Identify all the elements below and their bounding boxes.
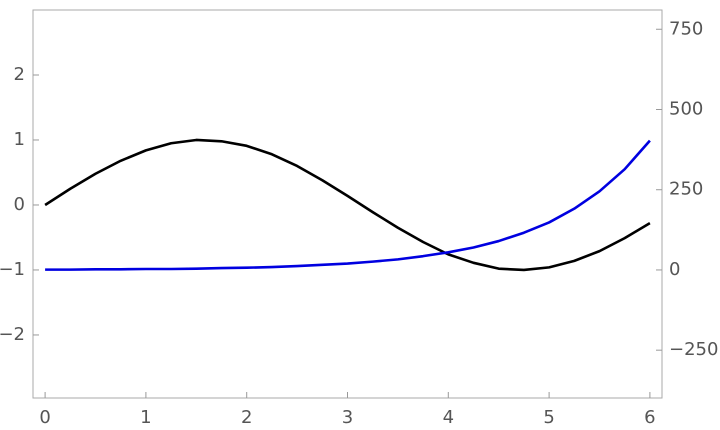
y-tick-label: 0 <box>14 194 25 215</box>
x-tick-label: 2 <box>241 407 252 428</box>
x-tick-label: 6 <box>644 407 655 428</box>
y-tick-label: −1 <box>0 259 25 280</box>
line-series <box>44 138 651 272</box>
y-tick-label: 2 <box>14 64 25 85</box>
x-tick-label: 1 <box>140 407 151 428</box>
x-tick-label: 0 <box>39 407 50 428</box>
y2-tick-label: 750 <box>669 18 703 39</box>
x-tick-label: 5 <box>543 407 554 428</box>
y2-tick-label: 500 <box>669 98 703 119</box>
y-tick-label: −2 <box>0 324 25 345</box>
line-series <box>45 139 651 271</box>
y2-tick-label: 250 <box>669 179 703 200</box>
y2-tick-label: −250 <box>669 339 718 360</box>
x-tick-label: 3 <box>342 407 353 428</box>
y2-tick-label: 0 <box>669 259 680 280</box>
y-tick-label: 1 <box>14 129 25 150</box>
x-tick-label: 4 <box>443 407 454 428</box>
plot-frame <box>32 9 663 399</box>
